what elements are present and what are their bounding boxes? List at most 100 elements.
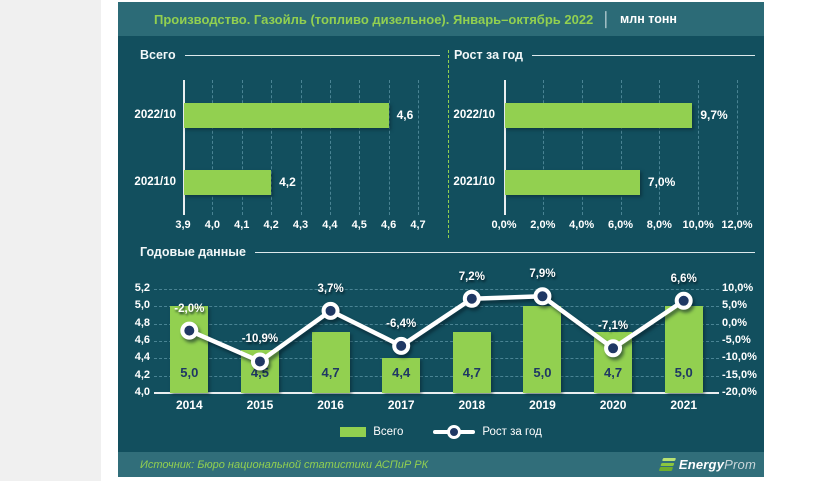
panel-title-annual: Годовые данные — [140, 245, 755, 259]
x-axis-year-label: 2018 — [458, 398, 486, 412]
axis-tick-label: 4,6 — [380, 219, 397, 231]
right-axis-tick-label: -10,0% — [722, 351, 757, 364]
growth-value-label: -7,1% — [598, 320, 629, 333]
x-axis-year-label: 2020 — [599, 398, 627, 412]
page-margin-band — [0, 0, 101, 481]
growth-value-label: 3,7% — [317, 282, 344, 295]
x-axis-year-label: 2017 — [387, 398, 415, 412]
growth-value-label: 7,9% — [529, 268, 556, 281]
axis-tick-label: 4,7 — [410, 219, 426, 231]
growth-line-series — [180, 287, 693, 371]
growth-value-label: 6,6% — [670, 272, 697, 285]
legend-item-total: Всего — [340, 426, 403, 438]
value-label: 9,7% — [700, 107, 728, 122]
value-label: 4,6 — [396, 107, 414, 122]
bar-2022-10 — [505, 103, 693, 128]
right-axis-tick-label: 10,0% — [722, 282, 754, 294]
gridline — [659, 80, 661, 215]
gridline — [388, 80, 390, 215]
source-text: Источник: Бюро национальной статистики А… — [140, 458, 429, 471]
growth-bar-chart: 0,0% 2,0% 4,0% 6,0% 8,0% 10,0% 12,0% 2022/10 9,7… — [118, 2, 764, 477]
panel-title-rule — [184, 54, 440, 56]
axis-tick-label: 6,0% — [607, 219, 634, 231]
growth-value-label: -2,0% — [174, 302, 205, 315]
left-axis-tick-label: 5,2 — [134, 282, 150, 294]
bar-value-label: 4,7 — [604, 365, 623, 380]
axis-tick-label: 2,0% — [530, 219, 556, 231]
axis-tick-label: 0,0% — [491, 219, 517, 231]
legend-growth-line-icon — [433, 425, 476, 439]
category-label: 2021/10 — [453, 175, 495, 188]
gridline — [542, 80, 544, 215]
page-title: Производство. Газойль (топливо дизельное… — [154, 11, 594, 27]
line-point-2020 — [604, 339, 623, 358]
axis-tick-label: 4,4 — [322, 219, 338, 231]
legend-total-swatch-icon — [340, 427, 367, 437]
bar-2014 — [170, 306, 209, 393]
gridline — [241, 80, 243, 215]
line-point-2019 — [533, 287, 552, 306]
category-label: 2022/10 — [453, 108, 495, 121]
legend-growth-label: Рост за год — [482, 426, 542, 438]
gridline — [698, 80, 700, 215]
bar-2021 — [664, 306, 703, 393]
gridline — [271, 80, 273, 215]
bar-2015 — [240, 349, 279, 393]
panel-divider — [448, 50, 449, 238]
left-axis-tick-label: 4,4 — [134, 351, 150, 364]
legend-growth-marker-icon — [447, 425, 462, 439]
axis-line — [183, 80, 185, 215]
axis-tick-label: 4,2 — [263, 219, 279, 231]
bar-2017 — [382, 358, 421, 393]
annual-combo-chart: 4,0 -20,0% 4,2 -15,0% 4,4 -10,0% 4,6 -5,0% 4,8 0,… — [118, 2, 764, 477]
axis-tick-label: 4,0 — [204, 219, 221, 231]
gridline — [154, 375, 719, 377]
gridline — [154, 358, 719, 360]
axis-tick-label: 4,0% — [569, 219, 595, 231]
axis-tick-label: 12,0% — [721, 219, 753, 231]
gridline — [154, 341, 719, 342]
panel-title-growth: Рост за год — [454, 48, 755, 62]
gridline — [737, 80, 738, 215]
unit-label: млн тонн — [620, 12, 677, 26]
x-axis-year-label: 2021 — [670, 398, 698, 412]
gridline — [620, 80, 622, 215]
bar-2019 — [523, 306, 562, 393]
bar-value-label: 5,0 — [674, 365, 693, 380]
x-axis-year-label: 2015 — [246, 398, 274, 412]
bar-value-label: 4,7 — [462, 365, 481, 380]
gridline — [329, 80, 331, 215]
energyprom-logo-icon — [658, 458, 676, 471]
panel-title-rule — [254, 251, 755, 253]
growth-value-label: -10,9% — [241, 333, 279, 346]
right-axis-tick-label: 0,0% — [722, 316, 748, 329]
chart-legend: Всего Рост за год — [118, 425, 764, 439]
panel-title-growth-text: Рост за год — [454, 48, 523, 62]
bar-2022-10 — [184, 103, 389, 128]
total-bar-chart: 3,9 4,0 4,1 4,2 4,3 4,4 4,5 4,6 4,7 2022/10 4,6 202… — [118, 2, 764, 477]
left-axis-tick-label: 4,6 — [134, 334, 150, 346]
title-separator: │ — [602, 11, 612, 27]
gridline — [581, 80, 583, 215]
report-card: Производство. Газойль (топливо дизельное… — [118, 0, 764, 477]
right-axis-tick-label: -20,0% — [722, 386, 757, 398]
gridline — [418, 80, 419, 215]
panel-title-total: Всего — [140, 48, 440, 62]
logo-text-energy: Energy — [678, 457, 725, 472]
axis-tick-label: 4,5 — [351, 219, 367, 231]
axis-tick-label: 10,0% — [682, 219, 714, 231]
gridline — [359, 80, 361, 215]
logo-text-prom: Prom — [724, 457, 756, 472]
growth-value-label: 7,2% — [458, 270, 485, 283]
bar-2018 — [452, 332, 491, 393]
bar-value-label: 4,5 — [250, 365, 269, 380]
legend-total-label: Всего — [373, 426, 404, 438]
energyprom-logo-text: EnergyProm — [679, 457, 756, 472]
bar-value-label: 5,0 — [533, 365, 552, 380]
panel-title-annual-text: Годовые данные — [140, 245, 246, 259]
bar-value-label: 4,7 — [321, 365, 340, 380]
gridline — [154, 306, 719, 308]
gridline — [154, 323, 719, 325]
line-point-2021 — [674, 291, 693, 310]
